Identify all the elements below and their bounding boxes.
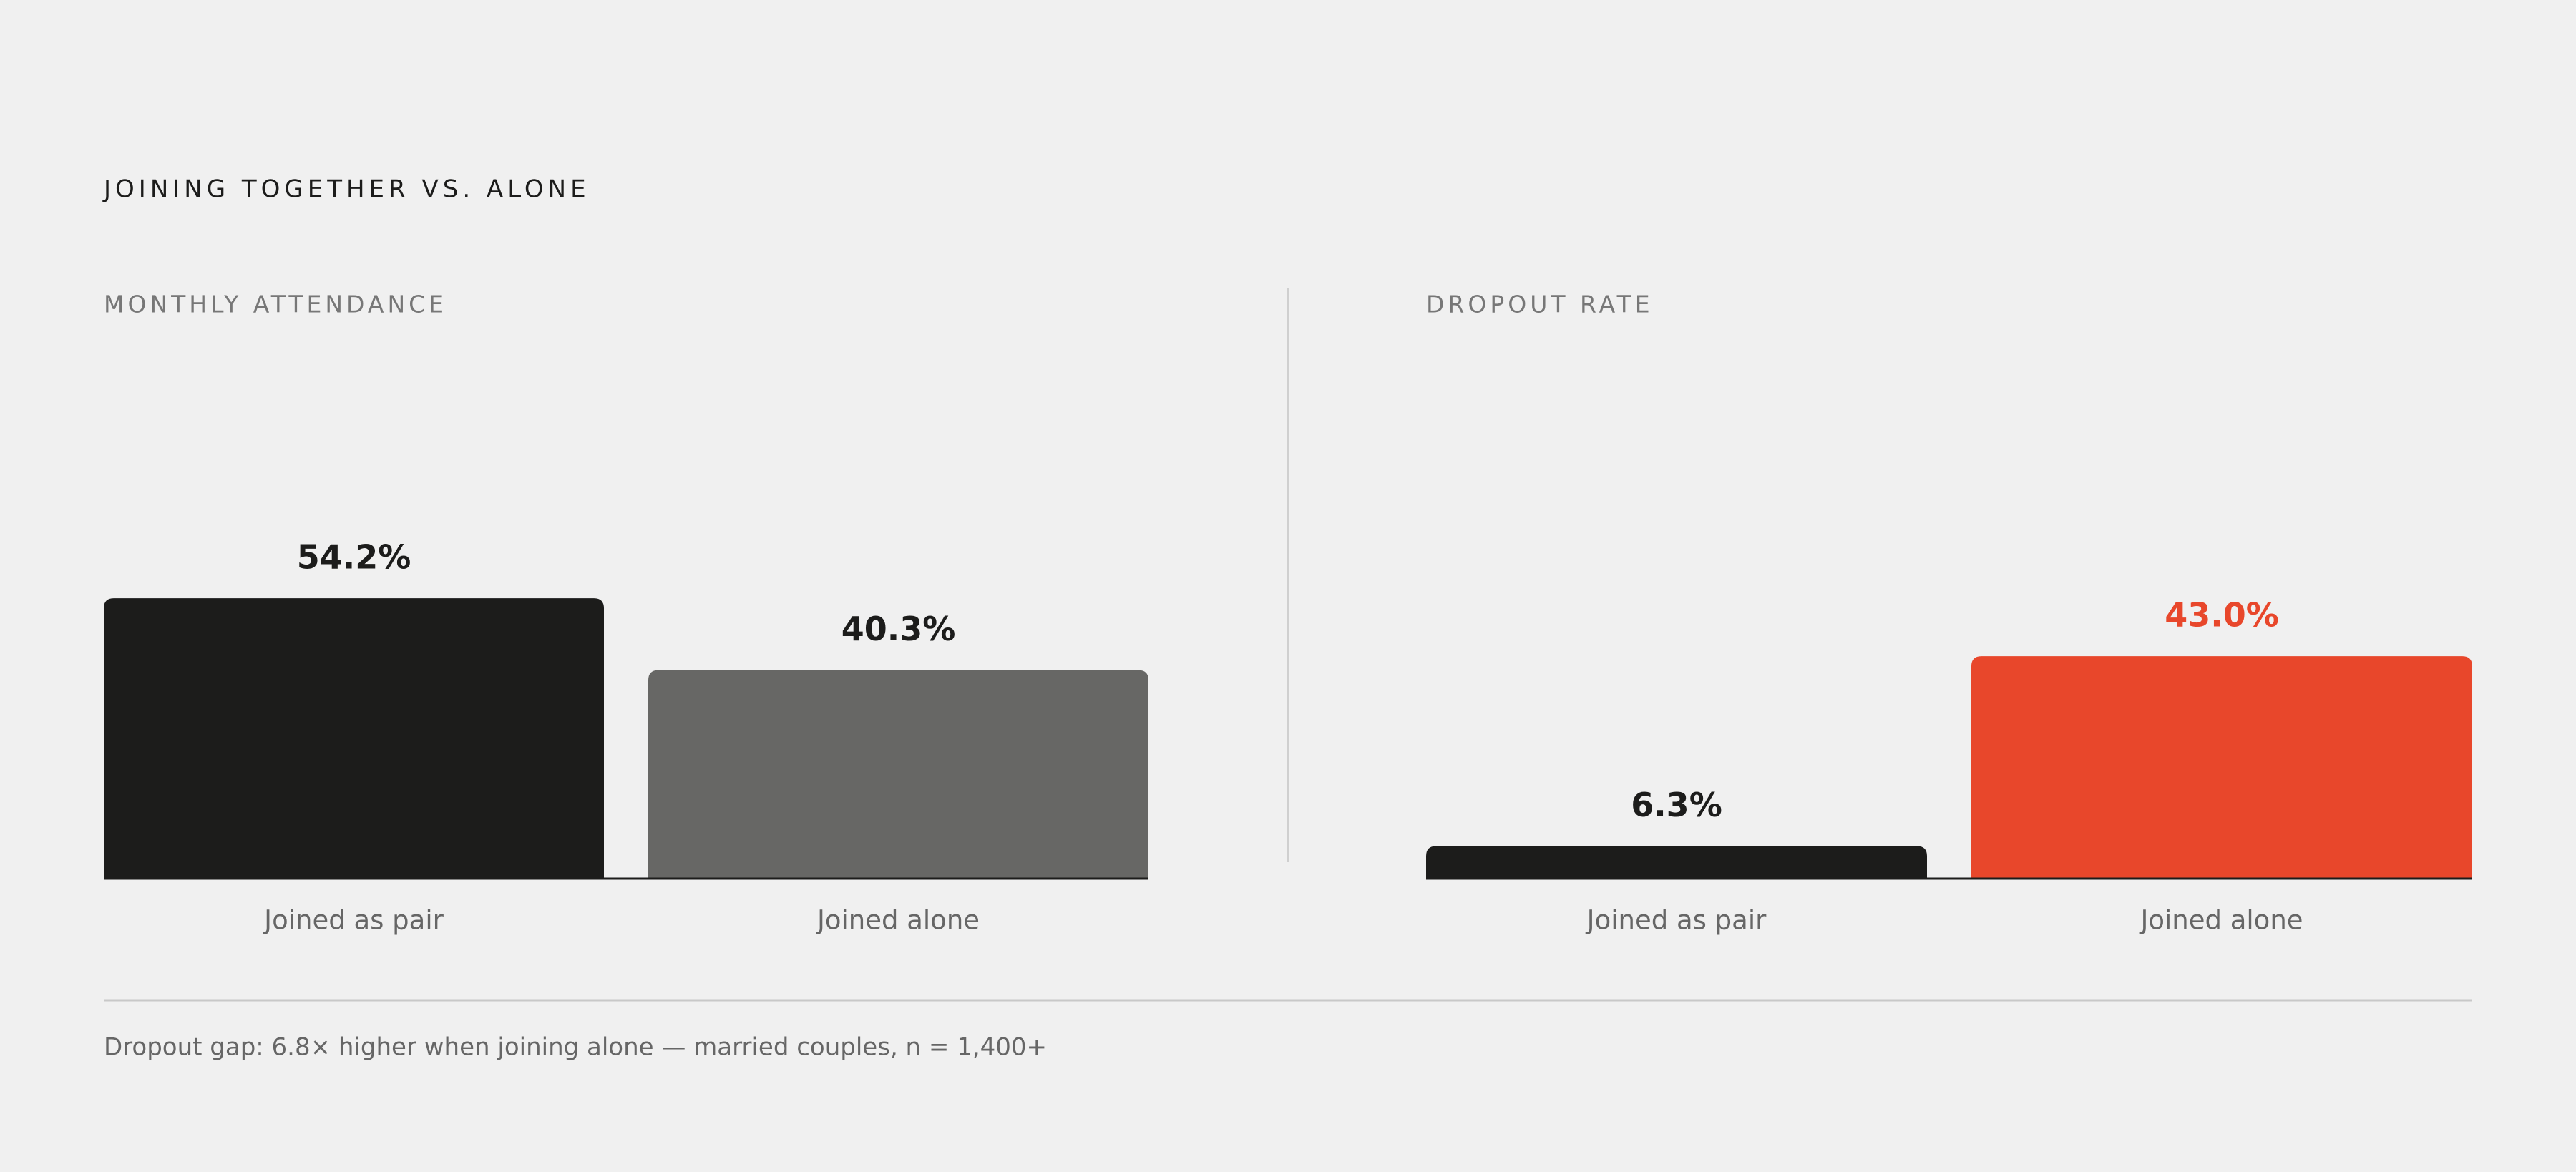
x-tick-label: Joined as pair [1586, 905, 1767, 936]
x-tick-label: Joined alone [816, 905, 980, 936]
x-tick-label: Joined alone [2139, 905, 2303, 936]
footnote: Dropout gap: 6.8× higher when joining al… [104, 1033, 1047, 1062]
x-tick-label: Joined as pair [263, 905, 444, 936]
bar [1971, 656, 2472, 879]
chart-subtitle: DROPOUT RATE [1426, 290, 1654, 318]
bar [648, 670, 1148, 879]
bar [104, 598, 604, 879]
value-label: 43.0% [2165, 596, 2279, 635]
value-label: 40.3% [841, 610, 956, 648]
value-label: 6.3% [1631, 786, 1722, 824]
page-title: JOINING TOGETHER VS. ALONE [102, 175, 590, 204]
bar [1426, 846, 1927, 879]
value-label: 54.2% [297, 538, 411, 577]
chart-subtitle: MONTHLY ATTENDANCE [104, 290, 447, 318]
